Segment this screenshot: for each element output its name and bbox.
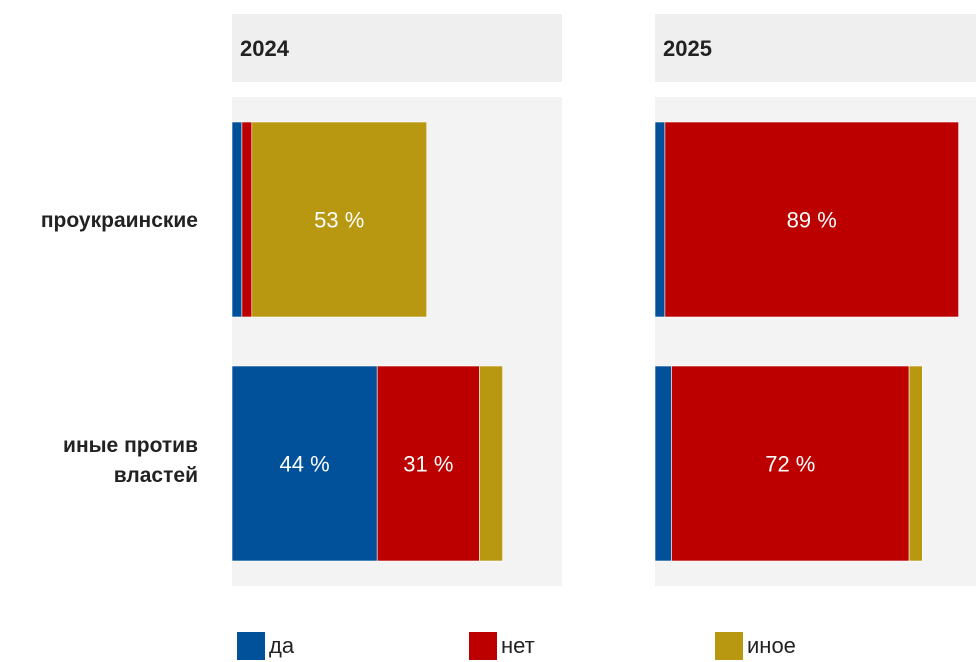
data-label-2024-row2-seg1: 44 % bbox=[280, 452, 330, 477]
bar-2025-row2-seg3 bbox=[908, 365, 923, 562]
data-label-2025-row1-seg2: 89 % bbox=[787, 208, 837, 233]
row-label-2-line-2: властей bbox=[114, 464, 198, 487]
chart: 2024 53 % 44 % 31 % 2025 89 % 72 % проукраински… bbox=[41, 14, 976, 586]
legend-label-da: да bbox=[269, 633, 295, 658]
row-label-1-line-1: проукраинские bbox=[41, 209, 198, 232]
legend-label-net: нет bbox=[501, 633, 535, 658]
bar-2025-row1-seg1 bbox=[654, 121, 666, 318]
bar-2024-row1-seg1 bbox=[231, 121, 243, 318]
bar-2024-row1-seg2 bbox=[241, 121, 253, 318]
legend-item-inoe: иное bbox=[715, 631, 796, 661]
panel-title-band-2025 bbox=[655, 14, 976, 82]
data-label-2024-row2-seg2: 31 % bbox=[403, 452, 453, 477]
legend-swatch-net bbox=[469, 632, 497, 660]
legend-swatch-inoe bbox=[715, 632, 743, 660]
legend-item-net: нет bbox=[469, 631, 535, 661]
row-label-1: проукраинские bbox=[41, 209, 198, 232]
bar-2024-row1-seg3 bbox=[251, 121, 427, 318]
panel-title-band-2024 bbox=[232, 14, 562, 82]
data-label-2024-row1-seg3: 53 % bbox=[314, 208, 364, 233]
legend-swatch-da bbox=[237, 632, 265, 660]
bar-2025-row2-seg1 bbox=[654, 365, 672, 562]
panel-title-2025: 2025 bbox=[663, 36, 712, 61]
legend-item-da: да bbox=[237, 631, 294, 661]
bar-2025-row2-seg2 bbox=[671, 365, 910, 562]
bar-2024-row2-seg3 bbox=[479, 365, 503, 562]
bar-2025-row1-seg2 bbox=[664, 121, 959, 318]
bar-2024-row2-seg2 bbox=[376, 365, 480, 562]
legend-label-inoe: иное bbox=[747, 633, 796, 658]
row-label-2: иные против властей bbox=[63, 434, 198, 487]
panel-title-2024: 2024 bbox=[240, 36, 290, 61]
row-label-2-line-1: иные против bbox=[63, 434, 198, 457]
data-label-2025-row2-seg2: 72 % bbox=[765, 452, 815, 477]
